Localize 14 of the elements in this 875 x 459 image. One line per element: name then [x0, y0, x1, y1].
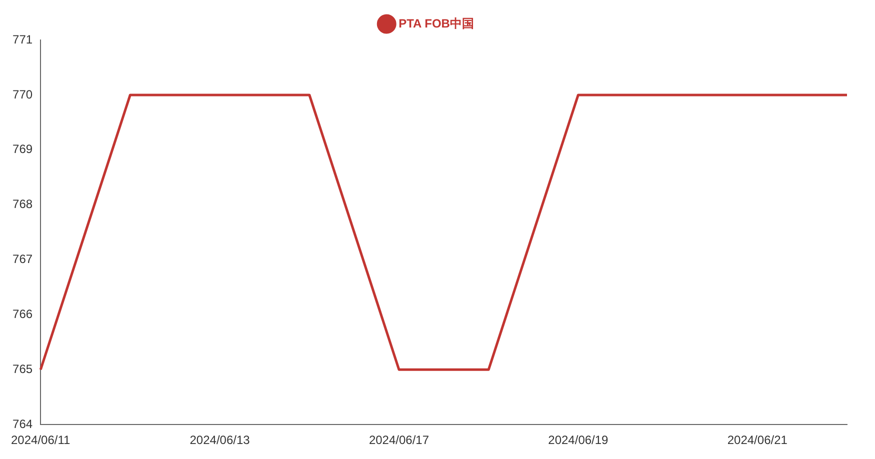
y-tick-label: 765 [12, 362, 33, 376]
x-tick-label: 2024/06/19 [548, 433, 609, 448]
y-tick-label: 770 [12, 87, 33, 102]
y-tick-label: 771 [12, 32, 33, 46]
y-tick-label: 768 [12, 197, 33, 212]
x-tick-label: 2024/06/13 [190, 433, 250, 448]
y-tick-label: 767 [12, 252, 33, 266]
x-tick-label: 2024/06/11 [11, 433, 70, 448]
y-tick-label: 766 [12, 307, 33, 322]
y-tick-label: 764 [12, 416, 33, 431]
x-tick-label: 2024/06/17 [368, 433, 430, 448]
y-tick-label: 769 [12, 142, 33, 156]
x-tick-label: 2024/06/21 [727, 433, 788, 448]
legend-label: PTA FOB中国 [398, 16, 474, 30]
